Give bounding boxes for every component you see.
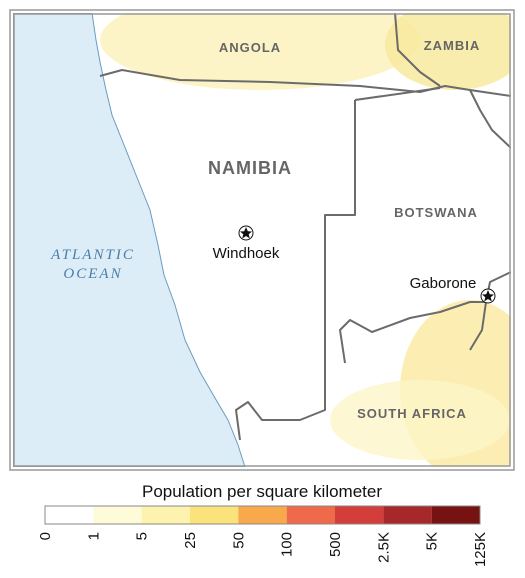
legend-swatch — [238, 506, 287, 524]
ocean-label: OCEAN — [63, 266, 122, 282]
frame-inner — [13, 13, 511, 467]
density-tint — [385, 13, 511, 90]
legend: 0 1 5 25 50 100 500 2.5K 5K 125K — [37, 505, 489, 567]
legend-swatch — [335, 506, 384, 524]
legend-swatch — [190, 506, 239, 524]
legend-swatch — [93, 506, 142, 524]
border — [235, 87, 441, 441]
border — [469, 89, 511, 149]
city-label: Windhoek — [213, 245, 280, 262]
map-body: ANGOLA ZAMBIA NAMIBIA BOTSWANA SOUTH AFR… — [13, 13, 511, 467]
legend-swatch — [383, 506, 432, 524]
country-label: SOUTH AFRICA — [357, 406, 467, 421]
ocean-label: ATLANTIC — [50, 247, 135, 263]
legend-tick-label: 5K — [424, 532, 441, 550]
country-label: ANGOLA — [219, 40, 281, 55]
legend-tick-label: 500 — [327, 532, 344, 557]
border — [394, 13, 441, 87]
frame-outer — [9, 9, 515, 471]
border — [99, 69, 511, 97]
legend-tick-label: 100 — [279, 532, 296, 557]
ocean — [13, 13, 246, 467]
legend-tick-label: 125K — [472, 532, 489, 567]
country-label: ZAMBIA — [424, 38, 481, 53]
legend-tick-label: 5 — [134, 532, 151, 540]
city-label: Gaborone — [410, 275, 477, 292]
legend-tick-label: 50 — [230, 532, 247, 549]
legend-swatch — [141, 506, 190, 524]
density-tint — [330, 380, 510, 460]
legend-tick-label: 25 — [182, 532, 199, 549]
border — [469, 301, 487, 351]
country-label: NAMIBIA — [208, 158, 292, 178]
legend-outline — [44, 505, 481, 525]
legend-tick-label: 1 — [85, 532, 102, 540]
density-tint — [100, 13, 420, 90]
legend-swatch — [286, 506, 335, 524]
country-label: BOTSWANA — [394, 205, 478, 220]
capital-star — [482, 290, 494, 302]
legend-swatch — [431, 506, 480, 524]
legend-swatch — [45, 506, 94, 524]
legend-tick-label: 2.5K — [375, 532, 392, 563]
capital-star — [240, 227, 252, 239]
legend-tick-label: 0 — [37, 532, 54, 540]
legend-title: Population per square kilometer — [142, 482, 382, 501]
